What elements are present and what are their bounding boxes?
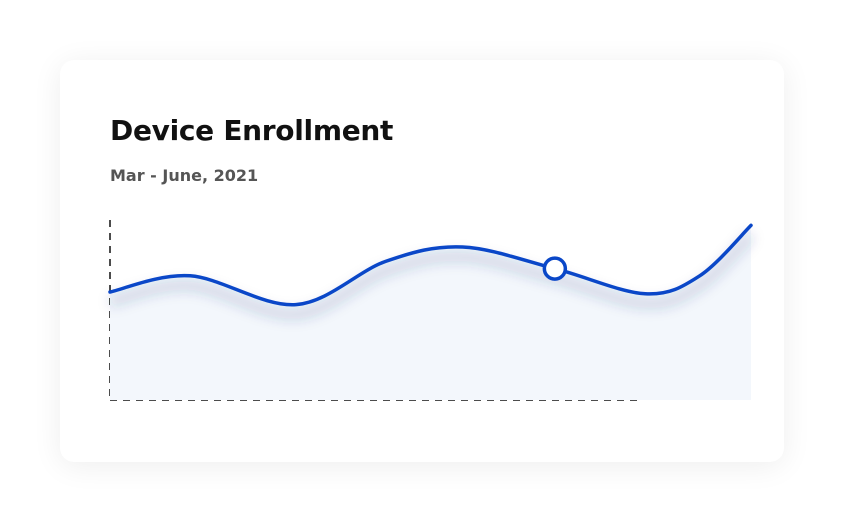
line-shadow (108, 231, 755, 320)
line (108, 223, 753, 307)
area-fill (110, 225, 751, 400)
highlight-marker (542, 256, 568, 281)
chart-title: Device Enrollment (110, 114, 394, 147)
chart-subtitle: Mar - June, 2021 (110, 166, 259, 185)
